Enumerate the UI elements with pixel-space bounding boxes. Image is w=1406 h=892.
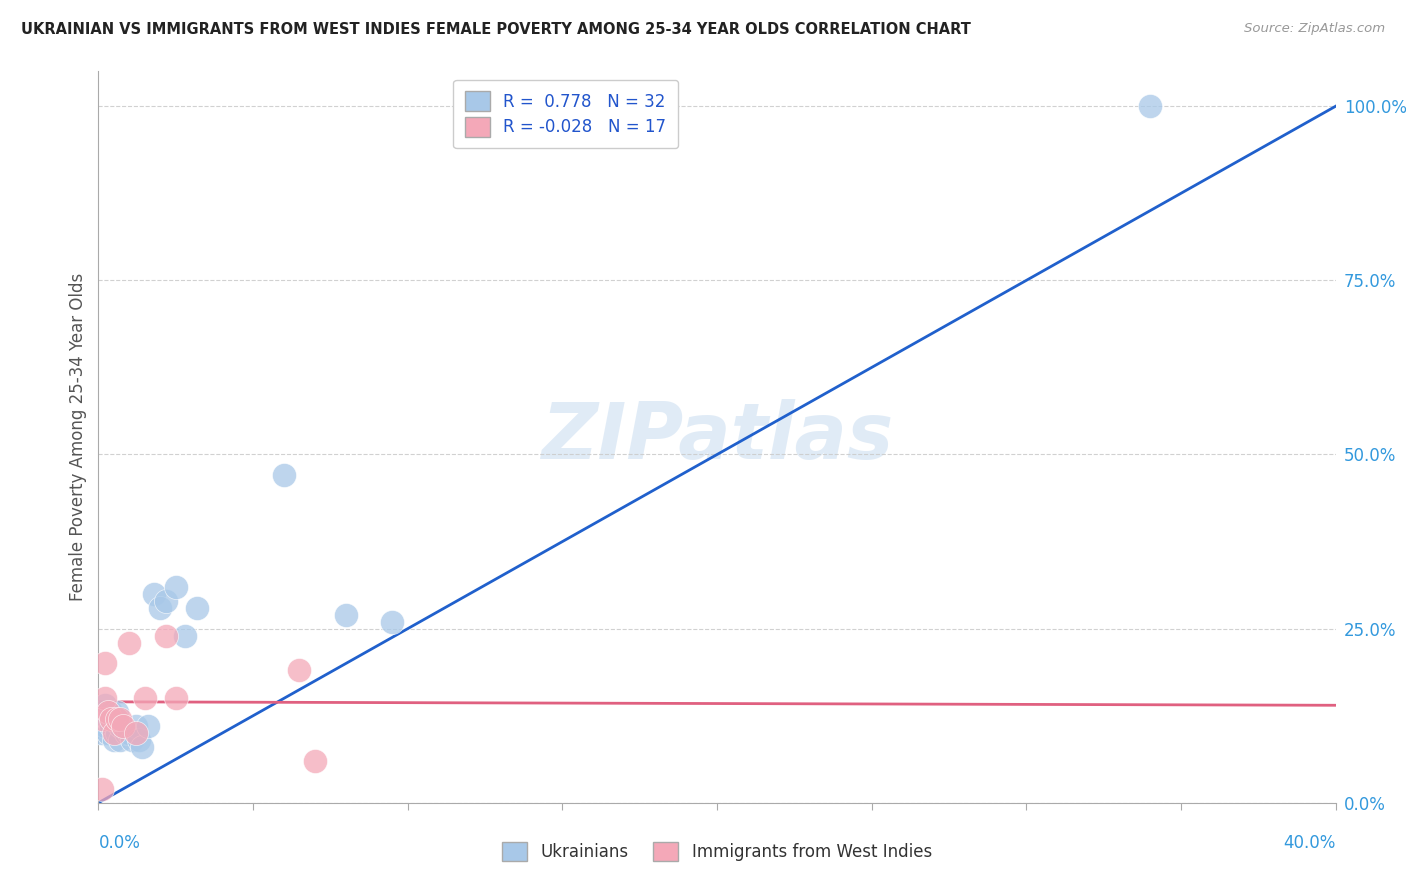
Point xyxy=(108,719,131,733)
Point xyxy=(97,712,120,726)
Point xyxy=(90,781,112,796)
Point xyxy=(93,698,115,713)
Point xyxy=(97,705,120,719)
Point xyxy=(118,635,141,649)
Point xyxy=(97,726,120,740)
Point xyxy=(112,719,135,733)
Point xyxy=(155,629,177,643)
Point xyxy=(105,726,128,740)
Point xyxy=(165,580,187,594)
Text: UKRAINIAN VS IMMIGRANTS FROM WEST INDIES FEMALE POVERTY AMONG 25-34 YEAR OLDS CO: UKRAINIAN VS IMMIGRANTS FROM WEST INDIES… xyxy=(21,22,972,37)
Point xyxy=(304,754,326,768)
Point xyxy=(335,607,357,622)
Point xyxy=(105,705,128,719)
Point xyxy=(103,726,125,740)
Point xyxy=(174,629,197,643)
Point xyxy=(128,733,150,747)
Point xyxy=(115,726,138,740)
Point xyxy=(108,733,131,747)
Point xyxy=(131,740,153,755)
Point xyxy=(100,705,122,719)
Point xyxy=(108,712,131,726)
Point xyxy=(273,468,295,483)
Point xyxy=(165,691,187,706)
Point xyxy=(90,726,112,740)
Point xyxy=(90,712,112,726)
Point xyxy=(103,733,125,747)
Point xyxy=(93,657,115,671)
Point xyxy=(121,733,143,747)
Text: ZIPatlas: ZIPatlas xyxy=(541,399,893,475)
Point xyxy=(105,712,128,726)
Text: 0.0%: 0.0% xyxy=(98,834,141,852)
Point xyxy=(288,664,311,678)
Point xyxy=(100,719,122,733)
Text: Source: ZipAtlas.com: Source: ZipAtlas.com xyxy=(1244,22,1385,36)
Point xyxy=(136,719,159,733)
Point xyxy=(124,719,146,733)
Point xyxy=(149,600,172,615)
Y-axis label: Female Poverty Among 25-34 Year Olds: Female Poverty Among 25-34 Year Olds xyxy=(69,273,87,601)
Text: 40.0%: 40.0% xyxy=(1284,834,1336,852)
Point xyxy=(100,712,122,726)
Point xyxy=(124,726,146,740)
Point xyxy=(118,726,141,740)
Point xyxy=(143,587,166,601)
Point xyxy=(93,719,115,733)
Point xyxy=(381,615,404,629)
Point xyxy=(1139,99,1161,113)
Point xyxy=(134,691,156,706)
Point xyxy=(112,719,135,733)
Point xyxy=(155,594,177,608)
Point xyxy=(103,712,125,726)
Legend: Ukrainians, Immigrants from West Indies: Ukrainians, Immigrants from West Indies xyxy=(495,835,939,868)
Point xyxy=(93,691,115,706)
Point xyxy=(90,705,112,719)
Point xyxy=(186,600,208,615)
